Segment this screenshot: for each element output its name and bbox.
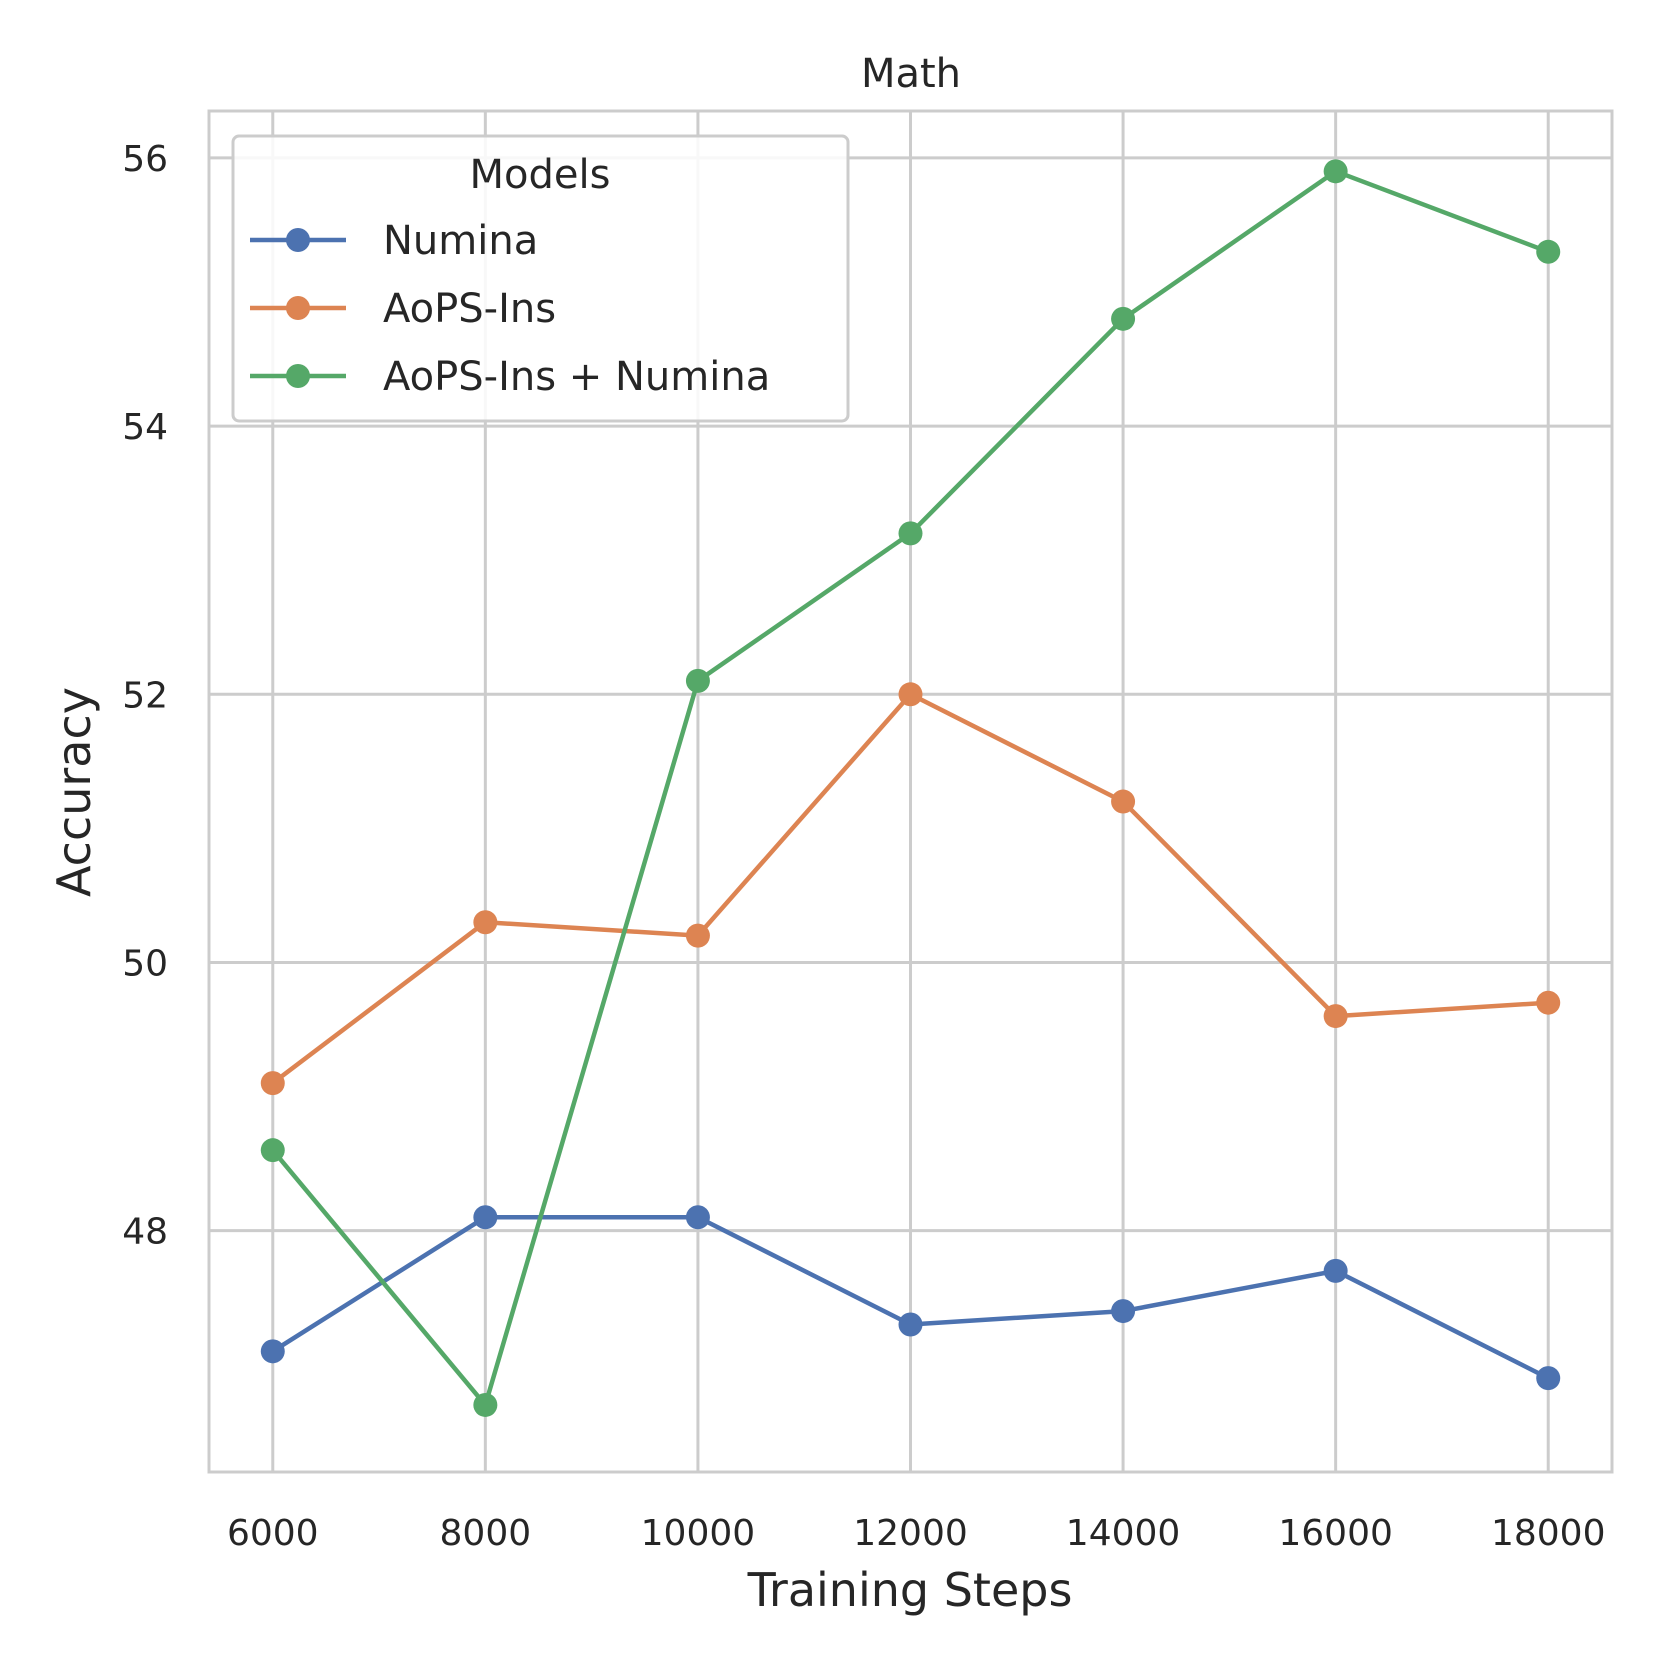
data-point [1323,159,1348,184]
data-point [1536,239,1561,264]
legend-box [231,134,850,423]
series-layer [260,159,1561,1417]
data-point [1536,1366,1561,1391]
legend-marker [286,296,310,320]
y-axis-title: Accuracy [47,687,101,897]
data-point [898,1312,923,1337]
data-point [473,1392,498,1417]
x-tick-label: 12000 [853,1513,968,1554]
data-point [260,1071,285,1096]
legend-label: AoPS-Ins [383,286,556,332]
series-2 [260,159,1561,1417]
data-point [1323,1258,1348,1283]
legend-label: AoPS-Ins + Numina [383,354,770,400]
legend-marker [286,228,310,252]
data-point [473,910,498,935]
data-point [1323,1004,1348,1029]
legend-marker [286,364,310,388]
data-point [685,1205,710,1230]
x-tick-label: 6000 [227,1513,319,1554]
legend: Models Numina AoPS-Ins AoPS-Ins + Numina [231,134,850,423]
chart-title: Math [861,51,961,97]
y-tick-label: 52 [122,675,168,716]
data-point [473,1205,498,1230]
data-point [898,682,923,707]
x-axis-title: Training Steps [747,1563,1073,1617]
data-point [260,1138,285,1163]
x-tick-label: 8000 [440,1513,532,1554]
data-point [685,923,710,948]
y-tick-label: 50 [122,943,168,984]
data-point [685,668,710,693]
x-tick-label: 18000 [1491,1513,1606,1554]
series-1 [260,682,1561,1096]
legend-entry: Numina [250,218,538,264]
series-0 [260,1205,1561,1391]
data-point [1111,1299,1136,1324]
x-tick-label: 14000 [1066,1513,1181,1554]
data-point [1111,789,1136,814]
y-tick-label: 54 [122,407,168,448]
data-point [1536,990,1561,1015]
x-tick-label: 16000 [1278,1513,1393,1554]
y-tick-label: 48 [122,1212,168,1253]
plot-frame [207,109,1614,1474]
x-tick-label: 10000 [641,1513,756,1554]
y-tick-label: 56 [122,139,168,180]
data-point [898,521,923,546]
data-point [260,1339,285,1364]
data-point [1111,306,1136,331]
tick-labels: 6000 8000 10000 12000 14000 16000 18000 48 50 52 5… [122,139,1605,1554]
legend-entry: AoPS-Ins [250,286,556,332]
legend-label: Numina [383,218,538,264]
legend-title: Models [470,152,611,198]
legend-entry: AoPS-Ins + Numina [250,354,770,400]
